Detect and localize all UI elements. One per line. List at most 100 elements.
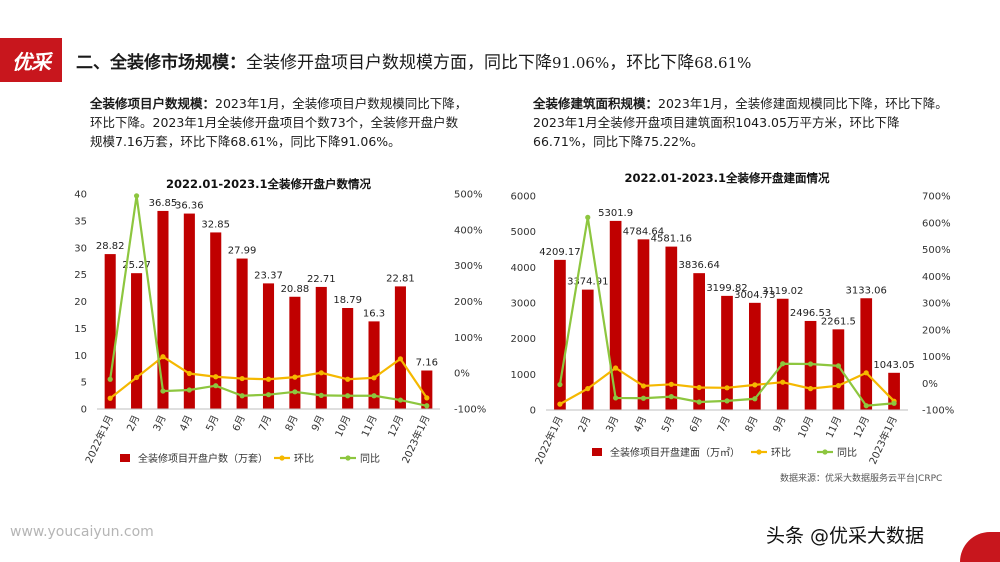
households-left-tick: 30 <box>74 243 87 254</box>
area-right-tick: -100% <box>922 406 954 417</box>
households-bar-label: 25.27 <box>122 260 151 271</box>
area-point-yoy <box>696 399 702 405</box>
households-left-tick: 10 <box>74 351 87 362</box>
area-bar-label: 4209.17 <box>539 247 580 258</box>
area-left-tick: 4000 <box>511 263 536 274</box>
area-chart: 2022.01-2023.1全装修开盘建面情况 0 1000 2000 3000 4000… <box>511 171 955 466</box>
households-bar <box>262 283 275 409</box>
households-x-tick: 2月 <box>124 413 142 433</box>
area-point-yoy <box>585 214 591 220</box>
area-left-tick: 6000 <box>511 192 536 203</box>
households-point-mom <box>213 374 219 380</box>
households-bar <box>394 286 406 409</box>
households-x-tick: 11月 <box>359 413 379 439</box>
households-bar-label: 27.99 <box>228 246 257 257</box>
area-legend-swatch <box>592 448 602 456</box>
households-right-tick: -100% <box>454 405 486 416</box>
area-point-yoy <box>752 396 758 402</box>
households-left-tick: 35 <box>74 216 87 227</box>
area-right-tick: 200% <box>922 325 951 336</box>
title-text: 全装修开盘项目户数规模方面，同比下降 <box>246 53 552 73</box>
title-mid: ，环比下降 <box>609 53 695 73</box>
households-legend-label: 环比 <box>294 453 314 465</box>
area-x-tick: 5月 <box>659 414 677 434</box>
area-point-yoy <box>557 381 563 388</box>
desc-area: 全装修建筑面积规模：2023年1月，全装修建面规模同比下降，环比下降。2023年… <box>533 94 953 151</box>
desc-area-text: 2023年1月，全装修建面规模同比下降，环比下降。2023年1月全装修开盘项目建… <box>533 96 948 149</box>
website-url[interactable]: www.youcaiyun.com <box>10 524 154 540</box>
households-bar-label: 18.79 <box>333 295 362 306</box>
households-point-mom <box>292 374 298 380</box>
households-right-tick: 400% <box>454 225 483 236</box>
area-bar-label: 4581.16 <box>651 234 692 245</box>
area-point-mom <box>807 386 814 392</box>
households-x-tick: 10月 <box>333 413 353 439</box>
area-bar-label: 3374.91 <box>567 277 608 288</box>
households-left-tick: 40 <box>74 190 87 201</box>
households-bar <box>131 273 143 409</box>
area-bar-label: 3836.64 <box>678 260 719 271</box>
households-point-mom <box>160 354 166 360</box>
area-x-tick: 8月 <box>743 414 761 434</box>
area-legend-label: 全装修项目开盘建面（万㎡） <box>610 446 740 459</box>
logo-text: 优采 <box>12 49 51 74</box>
households-x-tick: 6月 <box>230 413 248 433</box>
area-left-tick: 3000 <box>511 299 536 310</box>
area-bar <box>832 329 845 410</box>
area-point-mom <box>585 386 591 392</box>
area-bar-label: 3199.82 <box>706 283 747 294</box>
households-point-mom <box>424 395 430 401</box>
households-right-tick: 100% <box>454 333 483 344</box>
area-bar <box>665 246 678 410</box>
area-left-tick: 1000 <box>511 370 536 381</box>
households-point-mom <box>265 376 272 382</box>
households-left-tick: 15 <box>74 324 87 335</box>
area-bar <box>748 302 761 410</box>
households-bar-label: 20.88 <box>281 284 310 295</box>
area-x-tick: 6月 <box>687 414 705 434</box>
households-point-yoy <box>133 193 140 199</box>
households-bar-label: 7.16 <box>416 358 438 369</box>
area-x-tick: 9月 <box>771 414 789 434</box>
area-bar <box>776 298 789 410</box>
households-bar <box>342 308 354 409</box>
households-bar <box>183 213 195 409</box>
area-bar-label: 5301.9 <box>598 208 633 219</box>
area-x-tick: 2022年1月 <box>532 414 566 466</box>
area-right-tick: 700% <box>922 192 951 203</box>
page-title: 二、全装修市场规模：全装修开盘项目户数规模方面，同比下降91.06%，环比下降6… <box>76 48 751 73</box>
area-point-yoy <box>780 361 786 367</box>
households-bar-label: 22.81 <box>386 273 415 284</box>
households-point-yoy <box>397 397 404 403</box>
area-point-yoy <box>724 398 730 404</box>
households-bar <box>289 296 301 409</box>
area-left-tick: 2000 <box>511 334 536 345</box>
households-point-yoy <box>318 392 324 398</box>
households-x-tick: 12月 <box>386 413 406 439</box>
households-bar-label: 22.71 <box>307 274 336 285</box>
area-point-mom <box>613 365 619 371</box>
households-point-mom <box>107 395 113 401</box>
area-point-mom <box>696 384 702 391</box>
area-x-tick: 2月 <box>576 414 594 434</box>
area-x-tick: 3月 <box>604 414 622 434</box>
households-bar-label: 36.85 <box>149 198 178 209</box>
area-x-tick: 2023年1月 <box>866 414 900 466</box>
area-right-tick: 500% <box>922 245 951 256</box>
households-bar-label: 23.37 <box>254 270 283 281</box>
households-point-yoy <box>424 403 430 409</box>
area-right-tick: 100% <box>922 352 951 363</box>
households-point-yoy <box>186 387 192 393</box>
households-left-tick: 20 <box>74 297 87 308</box>
households-legend-swatch <box>120 454 130 462</box>
area-bar <box>554 259 566 410</box>
households-point-yoy <box>239 393 245 399</box>
area-bar <box>581 289 594 410</box>
households-point-mom <box>397 356 404 362</box>
area-x-tick: 4月 <box>631 414 649 434</box>
households-legend-marker <box>345 455 351 461</box>
area-x-tick: 11月 <box>824 414 844 440</box>
area-bar <box>609 220 622 410</box>
area-point-mom <box>640 383 647 389</box>
area-point-mom <box>863 370 869 376</box>
